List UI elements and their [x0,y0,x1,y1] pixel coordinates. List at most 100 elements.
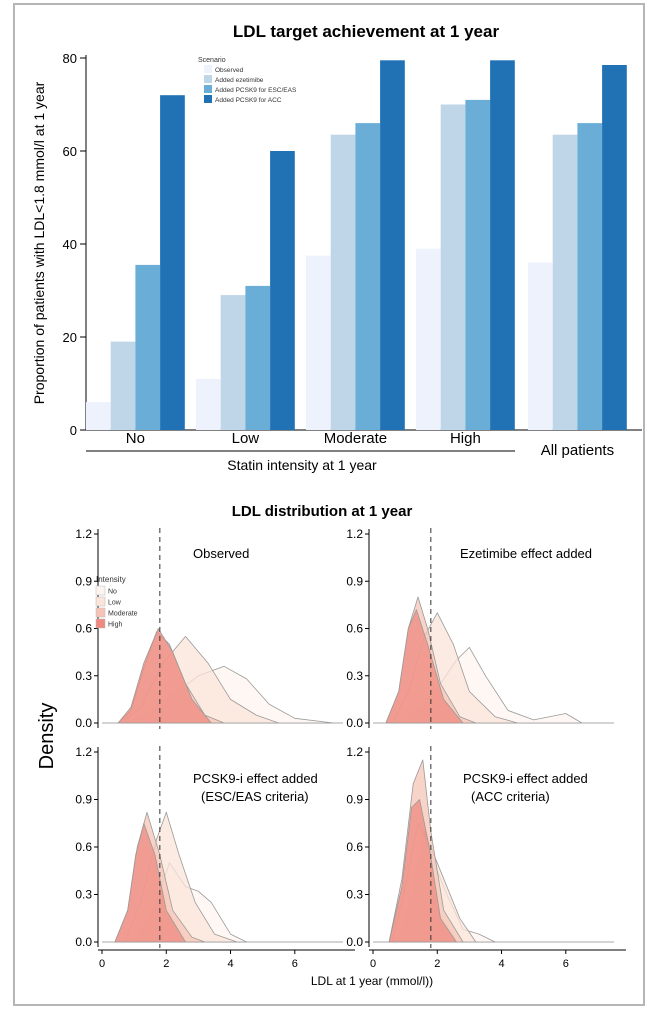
bar-y-axis: 0 20 40 60 80 [63,51,86,438]
bar-legend-swatch [204,75,212,83]
density-legend-label: Low [108,600,122,607]
density-panel: 0.0 0.3 0.6 0.9 1.2 Observed [75,527,343,730]
density-panel: 0.0 0.3 0.6 0.9 1.2 0 2 4 6 PCSK9-i effect added (… [75,745,355,970]
bar-y-tick-label: 60 [63,144,77,159]
bar-category-label: High [450,430,481,447]
density-panel-title: Ezetimibe effect added [460,546,592,561]
density-y-tick-label: 0.0 [75,935,92,949]
bar-chart-ylabel: Proportion of patients with LDL<1.8 mmol… [31,81,47,404]
bar-legend: Scenario Observed Added ezetimibe Added PCS… [198,57,297,104]
density-y-tick-label: 1.2 [346,527,363,541]
density-y-tick-label: 1.2 [75,745,92,759]
bar-chart-title: LDL target achievement at 1 year [233,22,500,41]
figure-border [13,3,645,1006]
density-y-tick-label: 0.0 [346,716,363,730]
bar [552,134,578,430]
density-y-tick-label: 0.9 [75,793,92,807]
density-curve [114,822,186,943]
bar [306,255,331,430]
bar [490,60,515,431]
density-x-tick-label: 4 [498,958,504,970]
density-legend-swatch [95,596,106,607]
density-panel: 0.0 0.3 0.6 0.9 1.2 0 2 4 6 PCSK9-i effect added (… [346,745,626,970]
density-chart: LDL distribution at 1 year Density LDL a… [36,503,626,988]
bar [602,65,627,430]
density-legend-swatch [95,585,106,596]
density-y-tick-label: 0.0 [346,935,363,949]
density-panel-subtitle: (ACC criteria) [471,789,550,804]
density-y-tick-label: 1.2 [346,745,363,759]
density-y-tick-label: 0.3 [75,669,92,683]
density-chart-ylabel: Density [36,703,58,770]
bar-y-tick-label: 20 [63,330,77,345]
density-y-tick-label: 0.9 [75,574,92,588]
bar-category-labels: No Low Moderate High All patients [126,430,614,459]
density-panels: 0.0 0.3 0.6 0.9 1.2 Observed 0.0 0.3 0.6 0.9 1.2 Ez… [75,527,626,970]
density-y-tick-label: 0.9 [346,793,363,807]
density-x-tick-label: 2 [434,958,440,970]
density-x-tick-label: 2 [163,958,169,970]
density-x-tick-label: 4 [227,958,233,970]
bar [270,151,295,430]
density-panel: 0.0 0.3 0.6 0.9 1.2 Ezetimibe effect added [346,527,614,730]
density-legend-label: High [108,622,123,629]
bar-y-tick-label: 40 [63,237,77,252]
density-y-tick-label: 0.6 [75,622,92,636]
bar [220,295,246,430]
bar [465,99,491,431]
bar [135,264,161,430]
bar [440,104,466,430]
density-legend-label: No [108,589,117,596]
bar-y-tick-label: 80 [63,51,77,66]
density-legend: Intensity No Low Moderate High [95,575,138,629]
density-chart-xlabel: LDL at 1 year (mmol/l)) [311,974,433,988]
density-x-tick-label: 6 [292,958,298,970]
bar [110,341,136,430]
density-legend-label: Moderate [108,611,138,618]
density-x-tick-label: 0 [99,958,105,970]
density-curve [117,628,212,724]
density-x-tick-label: 6 [563,958,569,970]
density-panel-subtitle: (ESC/EAS criteria) [201,789,309,804]
density-legend-title: Intensity [96,575,126,584]
density-y-tick-label: 0.6 [346,840,363,854]
bar-legend-swatch [204,85,212,93]
bar-legend-title: Scenario [198,57,226,64]
density-y-tick-label: 0.9 [346,574,363,588]
density-curve [388,799,457,943]
density-y-tick-label: 0.0 [75,716,92,730]
density-chart-title: LDL distribution at 1 year [232,503,413,520]
bar-series [86,60,627,431]
density-panel-title: PCSK9-i effect added [193,771,318,786]
density-y-tick-label: 0.3 [75,888,92,902]
density-y-tick-label: 0.3 [346,669,363,683]
bar-legend-swatch [204,95,212,103]
density-panel-title: Observed [193,546,249,561]
bar-legend-label: Added PCSK9 for ACC [215,97,282,104]
density-y-tick-label: 0.6 [346,622,363,636]
bar [355,123,381,430]
bar-category-label: Moderate [324,430,387,447]
density-y-tick-label: 1.2 [75,527,92,541]
bar [528,262,553,430]
bar-category-label: Low [232,430,260,447]
bar-legend-label: Observed [215,67,244,74]
bar [160,95,185,430]
bar [196,378,221,430]
bar [330,134,356,430]
bar-legend-label: Added PCSK9 for ESC/EAS [215,87,297,94]
density-y-tick-label: 0.3 [346,888,363,902]
bar-category-label: All patients [541,442,614,459]
density-legend-swatch [95,607,106,618]
bar [380,60,405,431]
bar [416,248,441,430]
bar-chart-xlabel: Statin intensity at 1 year [227,457,377,473]
bar [86,402,111,430]
bar [245,285,271,430]
bar-y-tick-label: 0 [70,423,77,438]
density-x-tick-label: 0 [370,958,376,970]
bar-chart: LDL target achievement at 1 year Proport… [31,22,642,473]
bar-legend-swatch [204,65,212,73]
density-panel-title: PCSK9-i effect added [463,771,588,786]
